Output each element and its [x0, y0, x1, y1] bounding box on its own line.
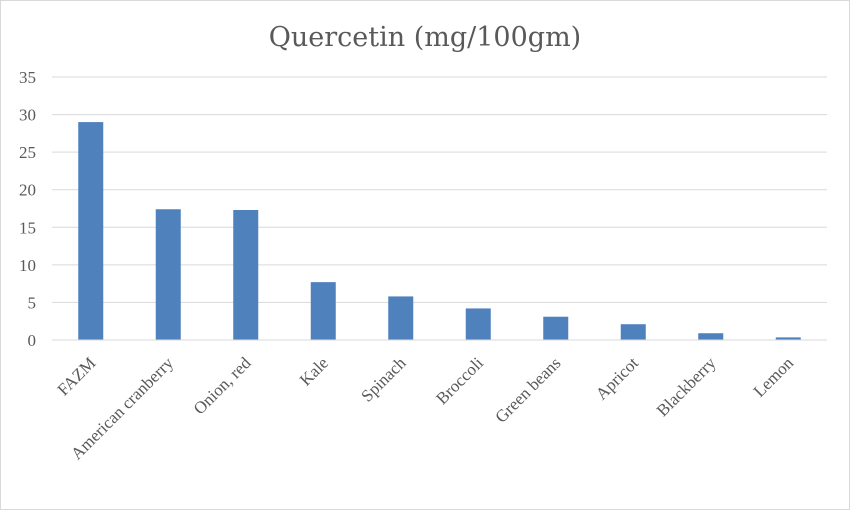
gridlines: [52, 76, 827, 303]
bar: [775, 337, 801, 340]
x-category-label: Broccoli: [432, 353, 487, 408]
y-tick-label: 25: [19, 143, 36, 162]
x-category-label: Apricot: [592, 353, 642, 403]
y-tick-label: 20: [19, 181, 36, 200]
bar: [465, 308, 491, 340]
bar: [310, 282, 336, 340]
bar: [78, 122, 104, 340]
y-tick-label: 30: [19, 106, 36, 125]
x-category-label: Spinach: [357, 353, 410, 406]
bar: [155, 209, 181, 340]
x-category-label: Onion, red: [190, 353, 255, 418]
y-tick-label: 15: [19, 218, 36, 237]
x-category-label: Green beans: [491, 353, 564, 426]
bar: [233, 210, 259, 340]
y-tick-label: 5: [28, 293, 37, 312]
x-category-label: FAZM: [54, 353, 100, 399]
x-category-label: Blackberry: [653, 353, 720, 420]
x-category-label: Kale: [296, 353, 332, 389]
chart-title: Quercetin (mg/100gm): [269, 22, 581, 53]
bars: [78, 122, 801, 340]
bar: [543, 316, 569, 340]
y-tick-label: 35: [19, 68, 36, 87]
y-tick-label: 0: [28, 331, 37, 350]
x-category-label: Lemon: [750, 353, 798, 401]
bar: [388, 296, 414, 340]
y-axis-ticks: 0 5 10 15 20 25 30 35: [19, 68, 36, 350]
bar: [698, 333, 724, 340]
y-tick-label: 10: [19, 256, 36, 275]
bar: [620, 324, 646, 340]
